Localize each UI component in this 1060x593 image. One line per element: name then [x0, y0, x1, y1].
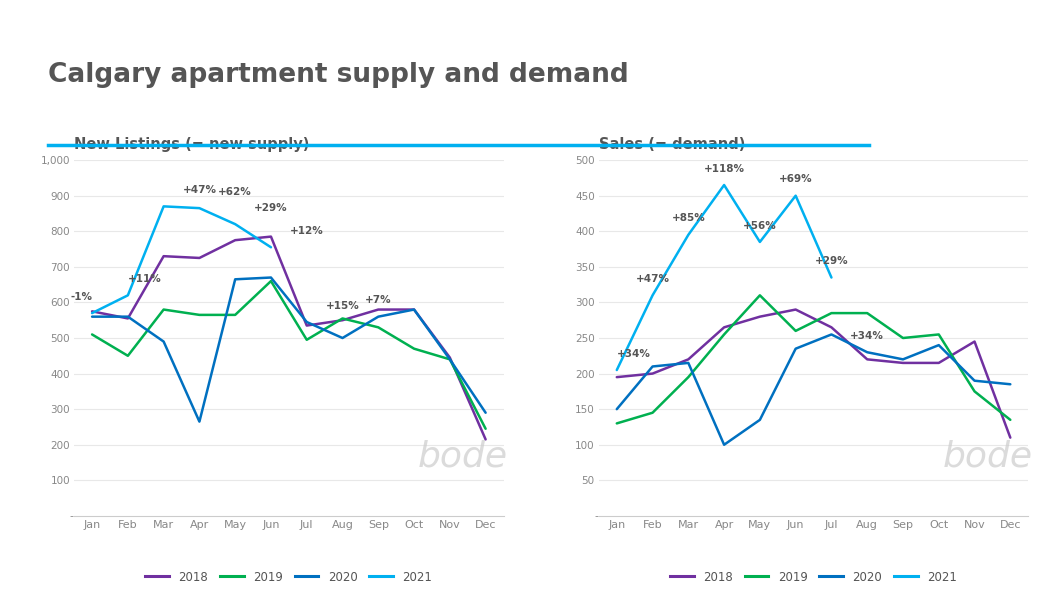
Text: +85%: +85%: [671, 213, 705, 224]
Text: bode: bode: [418, 439, 508, 473]
Text: +56%: +56%: [743, 221, 777, 231]
Text: +34%: +34%: [617, 349, 651, 359]
Text: +15%: +15%: [325, 301, 359, 311]
Legend: 2018, 2019, 2020, 2021: 2018, 2019, 2020, 2021: [141, 566, 437, 588]
Text: -: -: [595, 511, 598, 521]
Text: -1%: -1%: [70, 292, 92, 302]
Text: +47%: +47%: [636, 274, 670, 284]
Text: -: -: [70, 511, 73, 521]
Text: bode: bode: [942, 439, 1032, 473]
Text: +7%: +7%: [365, 295, 391, 305]
Text: New Listings (= new supply): New Listings (= new supply): [74, 137, 310, 152]
Text: City of Calgary
Apartment: City of Calgary Apartment: [891, 39, 990, 71]
Text: Sales (= demand): Sales (= demand): [599, 137, 745, 152]
Text: +47%: +47%: [182, 185, 216, 195]
Legend: 2018, 2019, 2020, 2021: 2018, 2019, 2020, 2021: [666, 566, 961, 588]
Text: +11%: +11%: [128, 274, 161, 284]
Text: +29%: +29%: [815, 256, 848, 266]
Text: Calgary apartment supply and demand: Calgary apartment supply and demand: [48, 62, 629, 88]
Text: +29%: +29%: [254, 203, 287, 213]
Text: +118%: +118%: [704, 164, 744, 174]
Text: +69%: +69%: [779, 174, 812, 184]
Text: +62%: +62%: [218, 187, 252, 197]
Text: +12%: +12%: [289, 226, 323, 236]
Text: +34%: +34%: [850, 331, 884, 341]
